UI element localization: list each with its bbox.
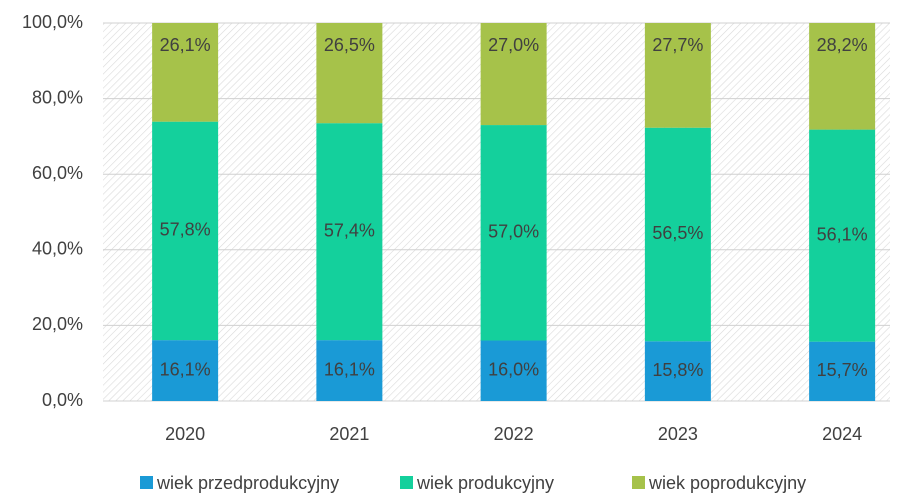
bar-segment xyxy=(644,23,711,128)
x-tick-label: 2022 xyxy=(494,424,534,444)
data-label: 15,7% xyxy=(817,360,868,380)
bar-segment xyxy=(644,127,711,342)
data-label: 16,1% xyxy=(324,359,375,379)
data-label: 26,5% xyxy=(324,35,375,55)
y-tick-label: 0,0% xyxy=(42,390,83,410)
data-label: 57,0% xyxy=(488,222,539,242)
bar-segment xyxy=(316,123,383,341)
legend-label: wiek poprodukcyjny xyxy=(648,473,806,493)
bar-segment xyxy=(644,341,711,401)
data-label: 56,5% xyxy=(652,223,703,243)
legend-swatch xyxy=(400,476,413,489)
data-label: 56,1% xyxy=(817,224,868,244)
data-label: 57,4% xyxy=(324,220,375,240)
data-label: 28,2% xyxy=(817,35,868,55)
data-label: 15,8% xyxy=(652,360,703,380)
bar-segment xyxy=(809,129,876,342)
x-tick-label: 2020 xyxy=(165,424,205,444)
x-tick-label: 2023 xyxy=(658,424,698,444)
x-tick-label: 2024 xyxy=(822,424,862,444)
data-label: 16,0% xyxy=(488,360,539,380)
data-label: 27,0% xyxy=(488,35,539,55)
data-label: 16,1% xyxy=(160,359,211,379)
bar-segment xyxy=(480,340,547,401)
bar-segment xyxy=(152,340,219,401)
bar-segment xyxy=(809,341,876,401)
x-tick-label: 2021 xyxy=(329,424,369,444)
data-label: 26,1% xyxy=(160,35,211,55)
bar-segment xyxy=(152,121,219,341)
bar-segment xyxy=(480,23,547,126)
legend-swatch xyxy=(632,476,645,489)
legend-label: wiek przedprodukcyjny xyxy=(156,473,339,493)
y-tick-label: 80,0% xyxy=(32,87,83,107)
bar-segment xyxy=(152,23,219,122)
y-tick-label: 20,0% xyxy=(32,314,83,334)
data-label: 27,7% xyxy=(652,35,703,55)
bar-segment xyxy=(316,340,383,401)
y-tick-label: 60,0% xyxy=(32,163,83,183)
bar-segment xyxy=(809,23,876,130)
y-tick-label: 40,0% xyxy=(32,239,83,259)
y-tick-label: 100,0% xyxy=(22,12,83,32)
data-label: 57,8% xyxy=(160,220,211,240)
bar-segment xyxy=(480,125,547,341)
bar-segment xyxy=(316,23,383,124)
legend-label: wiek produkcyjny xyxy=(416,473,554,493)
legend-swatch xyxy=(140,476,153,489)
